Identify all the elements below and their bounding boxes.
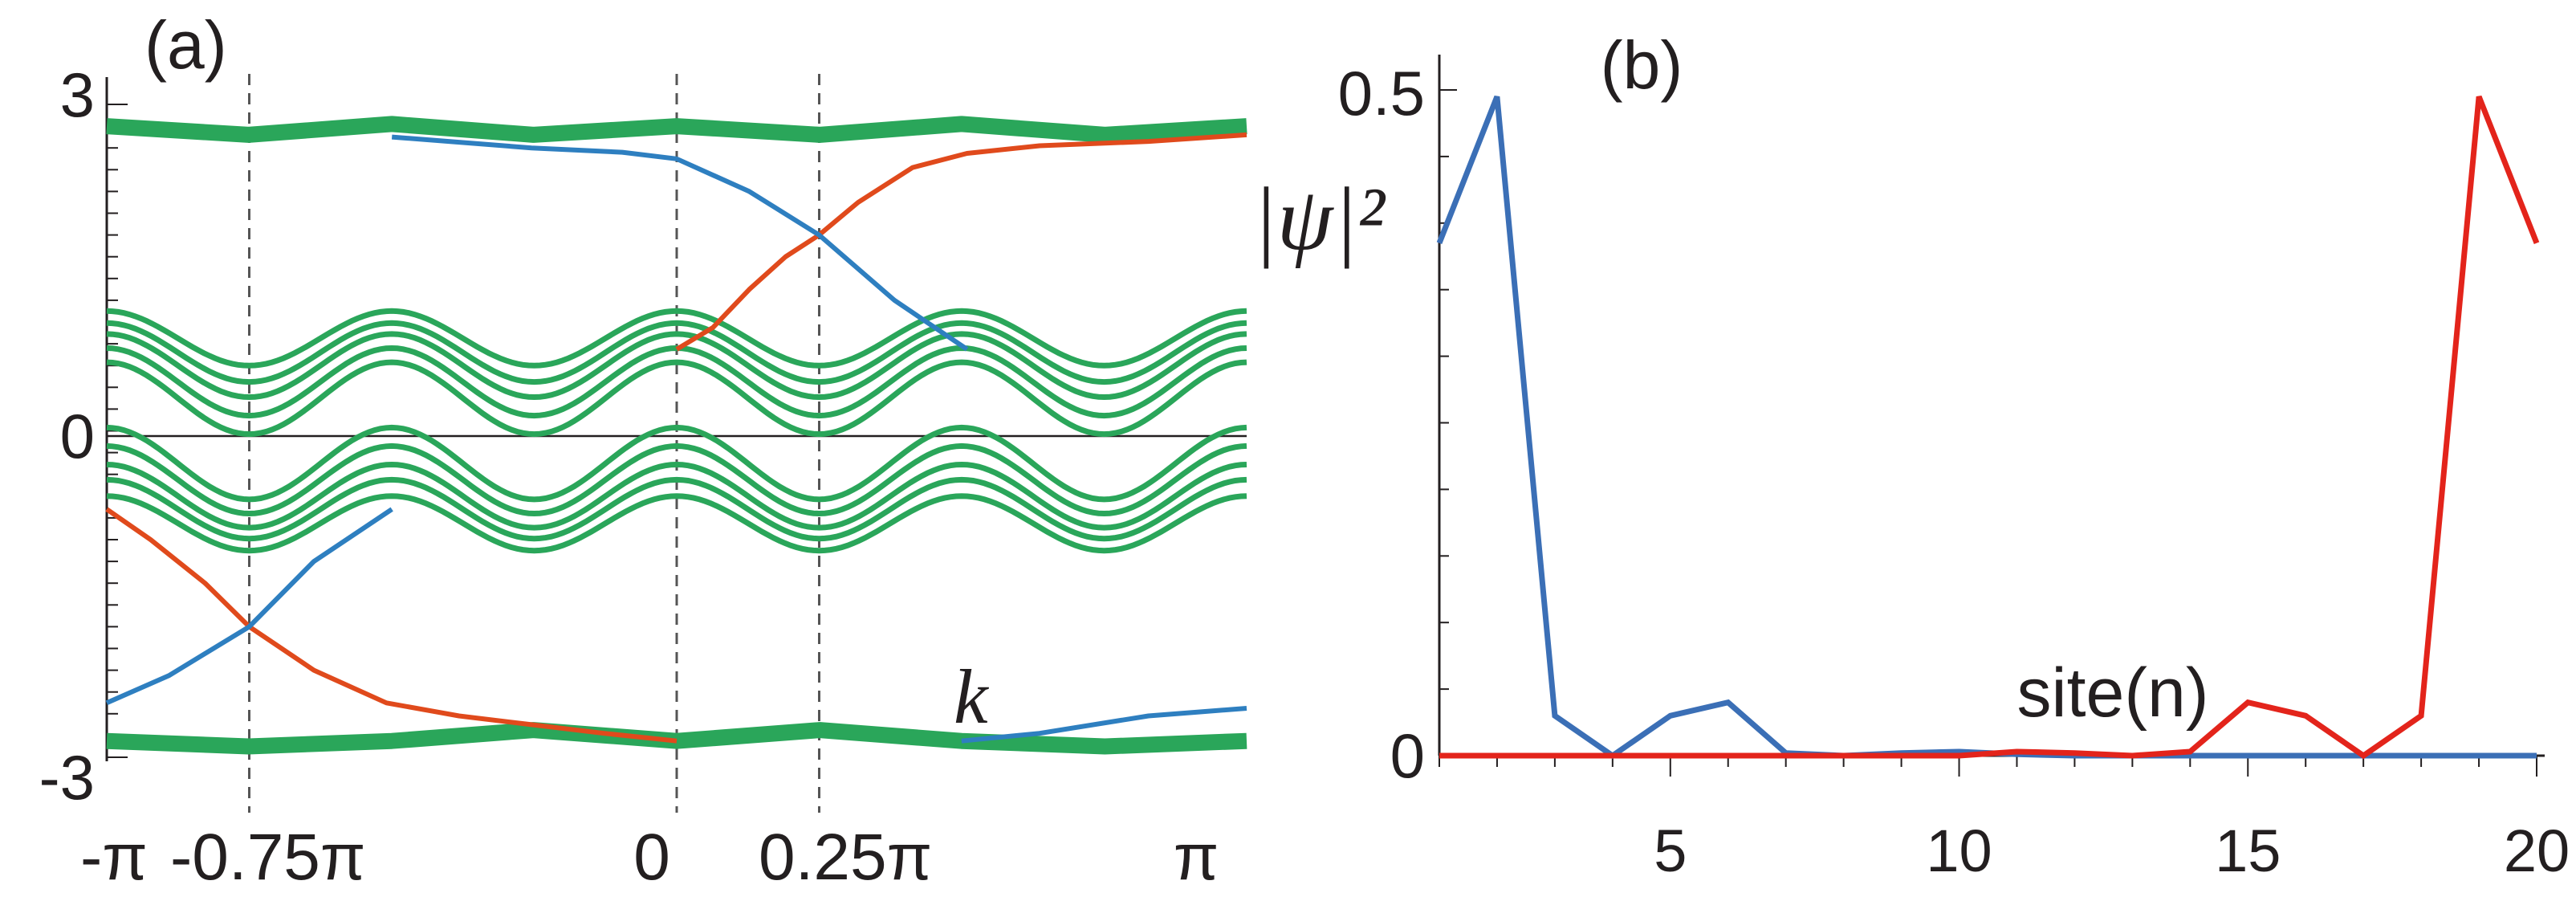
panel-a-bulk-band bbox=[106, 320, 1247, 385]
panel-a-bulk-band bbox=[106, 461, 1247, 531]
panel-b-series-line bbox=[1439, 96, 2540, 760]
panel-a-series-line bbox=[106, 116, 1247, 143]
panel-b-x-tick-label: 15 bbox=[2215, 817, 2281, 884]
panel-b-series-line bbox=[1436, 96, 2537, 760]
panel-b-ticks bbox=[1439, 89, 2537, 777]
panel-a-x-tick-label: -0.75π bbox=[170, 821, 365, 894]
panel-b-y-tick-label: 0 bbox=[1390, 720, 1425, 791]
panel-a-y-tick-label: -3 bbox=[39, 742, 95, 813]
panel-a-bulk-band bbox=[106, 424, 1247, 503]
panel-b-y-tick-label: 0.5 bbox=[1338, 58, 1425, 128]
panel-a-series-line bbox=[105, 507, 678, 744]
panel-b-x-tick-label: 5 bbox=[1654, 817, 1687, 884]
panel-a-x-tick-label: 0.25π bbox=[759, 821, 932, 894]
panel-a-y-tick-label: 0 bbox=[60, 401, 95, 471]
panel-a-bulk-band bbox=[106, 493, 1247, 554]
panel-a-y-tick-label: 3 bbox=[60, 59, 95, 130]
panel-a-x-tick-label: 0 bbox=[633, 821, 670, 894]
panel-a-bulk-band bbox=[106, 359, 1247, 438]
panel-a-bulk-band bbox=[106, 476, 1247, 542]
panel-a-series-line bbox=[391, 134, 969, 352]
panel-a-x-tick-label: π bbox=[1174, 821, 1219, 894]
panel-b-x-tick-labels: 5 10 15 20 bbox=[1654, 817, 2570, 884]
panel-a-x-label: k bbox=[954, 654, 990, 740]
panel-a-x-tick-label: -π bbox=[80, 821, 148, 894]
panel-a-series bbox=[105, 116, 1247, 755]
panel-a-label: (a) bbox=[144, 7, 227, 83]
panel-a-bulk-band bbox=[106, 308, 1247, 369]
panel-b-x-label: site(n) bbox=[2017, 654, 2209, 732]
panel-b-series bbox=[1436, 96, 2540, 760]
panel-b-label: (b) bbox=[1601, 27, 1683, 103]
panel-b-x-tick-label: 20 bbox=[2504, 817, 2570, 884]
panel-b-x-tick-label: 10 bbox=[1926, 817, 1992, 884]
panel-a-bulk-band bbox=[106, 331, 1247, 401]
panel-a-series-line bbox=[105, 507, 393, 706]
panel-a-series-line bbox=[675, 132, 1247, 352]
panel-b-y-label: |ψ|² bbox=[1252, 169, 1386, 269]
panel-a-band-structure: (a) 3 0 -3 -π -0.75π 0 0.25π π k bbox=[39, 7, 1247, 894]
panel-a-bulk-band bbox=[106, 442, 1247, 517]
panel-a-series-line bbox=[961, 706, 1247, 744]
panel-b-wavefunction: (b) 0.5 0 5 10 15 20 |ψ|² site(n) bbox=[1252, 27, 2570, 884]
